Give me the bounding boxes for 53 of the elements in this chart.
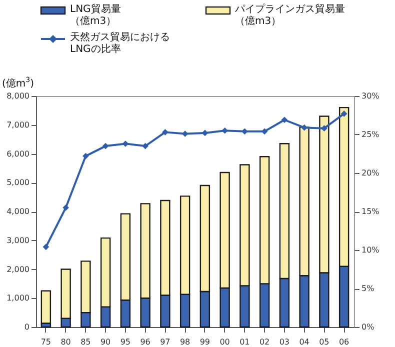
x-tick-label: 05 bbox=[319, 338, 330, 346]
x-tick-label: 75 bbox=[40, 338, 52, 346]
point bbox=[281, 116, 288, 124]
bar bbox=[40, 290, 52, 324]
point bbox=[162, 129, 168, 136]
legend-label: LNG貿易量（億m3） bbox=[70, 4, 122, 28]
y2-tick-label: 0% bbox=[362, 322, 375, 332]
point bbox=[222, 127, 228, 134]
x-tick-label: 06 bbox=[338, 338, 350, 346]
point bbox=[261, 128, 268, 135]
legend-label: パイプラインガス貿易量（億m3） bbox=[235, 4, 346, 28]
y-tick-label: 2,000 bbox=[6, 264, 30, 274]
point bbox=[301, 124, 308, 131]
point bbox=[182, 130, 188, 137]
x-tick-label: 04 bbox=[299, 338, 310, 346]
x-tick-label: 80 bbox=[60, 338, 71, 346]
y2-tick-label: 10% bbox=[362, 246, 380, 254]
x-tick-label: 03 bbox=[279, 338, 290, 346]
point bbox=[82, 152, 89, 160]
y2-tick-label: 15% bbox=[362, 207, 380, 216]
x-tick-label: 85 bbox=[80, 338, 91, 346]
point bbox=[142, 142, 148, 150]
y-tick-label: 5,000 bbox=[6, 178, 30, 188]
point bbox=[102, 142, 109, 150]
y2-tick-label: 30% bbox=[362, 92, 380, 100]
x-tick-label: 96 bbox=[140, 338, 150, 346]
y-tick-label: 7,000 bbox=[6, 120, 30, 130]
y2-tick-label: 25% bbox=[362, 130, 380, 139]
y-tick-label: 0 bbox=[24, 322, 30, 332]
x-tick-label: 97 bbox=[160, 338, 170, 346]
x-tick-label: 02 bbox=[259, 338, 270, 346]
point bbox=[42, 244, 50, 250]
x-tick-label: 00 bbox=[220, 338, 230, 346]
point bbox=[340, 110, 348, 117]
y-tick-label: 4,000 bbox=[6, 207, 30, 216]
x-tick-label: 99 bbox=[200, 338, 210, 346]
y2-tick-label: 5% bbox=[362, 284, 375, 293]
x-tick-label: 95 bbox=[120, 338, 131, 346]
y-tick-label: 3,000 bbox=[6, 236, 30, 245]
x-tick-label: 98 bbox=[180, 338, 190, 346]
y-tick-label: 8,000 bbox=[6, 92, 30, 100]
x-tick-label: 01 bbox=[240, 338, 250, 346]
legend-label: 天然ガス貿易におけるLNGの比率 bbox=[70, 32, 171, 56]
y-tick-label: 1,000 bbox=[6, 294, 30, 303]
y-axis-title: (億m$^{3}$) bbox=[2, 76, 34, 90]
y-tick-label: 6,000 bbox=[6, 149, 30, 158]
x-tick-label: 90 bbox=[100, 338, 111, 346]
point bbox=[202, 130, 208, 136]
point bbox=[321, 125, 328, 132]
y2-tick-label: 20% bbox=[362, 168, 380, 178]
point bbox=[122, 140, 129, 147]
point bbox=[242, 128, 248, 135]
point bbox=[62, 204, 69, 211]
